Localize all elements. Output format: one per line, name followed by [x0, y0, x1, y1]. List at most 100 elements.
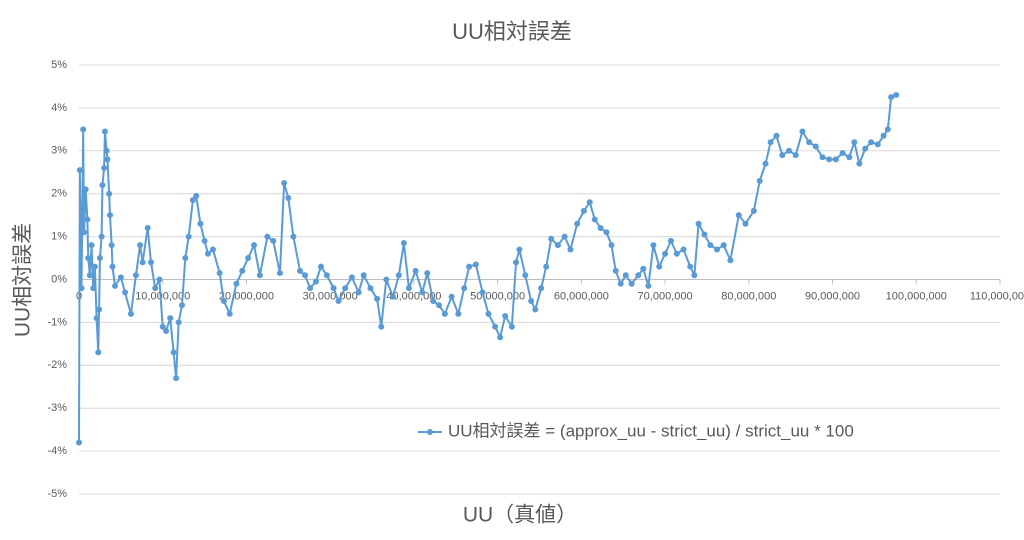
data-point	[691, 272, 698, 279]
data-point	[727, 257, 734, 264]
data-point	[182, 255, 189, 262]
data-point	[750, 207, 757, 214]
data-point	[799, 128, 806, 135]
data-point	[82, 186, 89, 193]
data-point	[307, 285, 314, 292]
x-tick-label: 100,000,000	[886, 290, 947, 302]
data-point	[485, 310, 492, 317]
data-point	[466, 263, 473, 270]
data-point	[117, 274, 124, 281]
data-point	[106, 212, 113, 219]
data-point	[893, 92, 900, 99]
data-point	[419, 289, 426, 296]
x-tick-label: 90,000,000	[805, 290, 860, 302]
data-point	[281, 179, 288, 186]
data-point	[91, 263, 98, 270]
data-point	[137, 242, 144, 249]
data-point	[508, 323, 515, 330]
data-point	[103, 147, 110, 154]
data-point	[695, 220, 702, 227]
data-point	[84, 216, 91, 223]
data-point	[360, 272, 367, 279]
data-point	[170, 349, 177, 356]
data-point	[640, 265, 647, 272]
x-tick-label: 40,000,000	[386, 290, 441, 302]
data-point	[297, 267, 304, 274]
data-point	[492, 323, 499, 330]
data-point	[95, 349, 102, 356]
data-point	[862, 145, 869, 152]
data-point	[81, 229, 88, 236]
data-point	[436, 302, 443, 309]
data-point	[455, 310, 462, 317]
data-point	[574, 220, 581, 227]
data-point	[586, 199, 593, 206]
data-point	[109, 263, 116, 270]
data-point	[461, 285, 468, 292]
data-point	[204, 250, 211, 257]
data-point	[786, 147, 793, 154]
data-point	[122, 289, 129, 296]
data-point	[543, 263, 550, 270]
x-tick-label: 60,000,000	[554, 290, 609, 302]
data-point	[330, 285, 337, 292]
data-point	[96, 255, 103, 262]
data-point	[233, 280, 240, 287]
data-point	[80, 126, 87, 133]
data-point	[548, 235, 555, 242]
data-point	[839, 149, 846, 156]
data-point	[612, 267, 619, 274]
data-point	[90, 285, 97, 292]
data-point	[383, 276, 390, 283]
x-tick-label: 70,000,000	[638, 290, 693, 302]
data-point	[597, 225, 604, 232]
y-tick-label: 5%	[51, 59, 67, 71]
data-point	[152, 285, 159, 292]
y-tick-label: -2%	[47, 359, 67, 371]
data-point	[76, 167, 83, 174]
data-point	[888, 94, 895, 101]
data-point	[767, 139, 774, 146]
data-point	[522, 272, 529, 279]
data-point	[806, 139, 813, 146]
data-point	[561, 233, 568, 240]
data-point	[127, 310, 134, 317]
data-point	[99, 182, 106, 189]
data-point	[220, 297, 227, 304]
data-point	[148, 259, 155, 266]
data-point	[226, 310, 233, 317]
data-point	[395, 272, 402, 279]
data-point	[342, 285, 349, 292]
data-point	[707, 242, 714, 249]
data-point	[245, 255, 252, 262]
data-point	[430, 297, 437, 304]
data-point	[673, 250, 680, 257]
y-tick-label: 1%	[51, 231, 67, 243]
data-point	[201, 237, 208, 244]
data-point	[159, 323, 166, 330]
data-point	[98, 233, 105, 240]
data-point	[104, 156, 111, 163]
data-point	[580, 207, 587, 214]
data-point	[88, 242, 95, 249]
data-point	[193, 192, 200, 199]
data-point	[106, 190, 113, 197]
data-point	[264, 233, 271, 240]
data-point	[762, 160, 769, 167]
data-point	[622, 272, 629, 279]
data-point	[554, 242, 561, 249]
data-point	[720, 242, 727, 249]
data-point	[591, 216, 598, 223]
data-point	[617, 280, 624, 287]
data-point	[189, 197, 196, 204]
data-point	[502, 312, 509, 319]
data-point	[528, 297, 535, 304]
data-point	[101, 128, 108, 135]
data-point	[874, 141, 881, 148]
data-point	[792, 152, 799, 159]
data-point	[209, 246, 216, 253]
data-point	[884, 126, 891, 133]
data-point	[742, 220, 749, 227]
